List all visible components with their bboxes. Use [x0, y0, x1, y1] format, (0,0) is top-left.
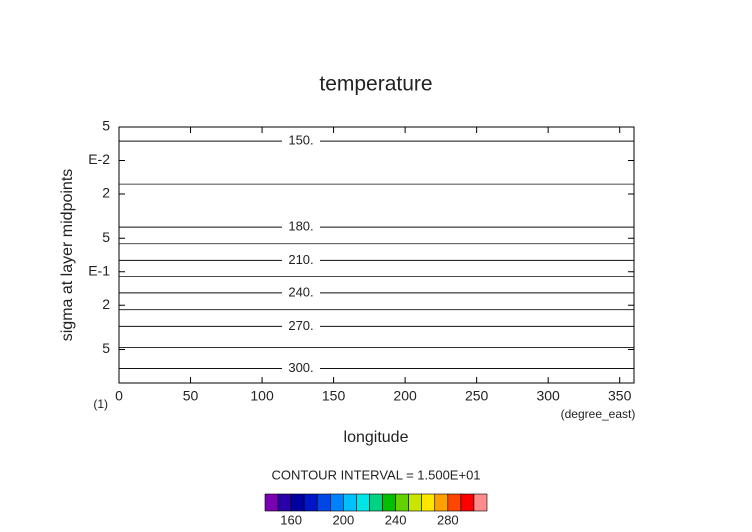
colorbar-box [264, 493, 279, 512]
contour-label: 300. [288, 360, 313, 375]
colorbar-box [408, 493, 423, 512]
colorbar-box [343, 493, 357, 512]
y-tick-label: 2 [102, 296, 110, 312]
contour-label: 150. [288, 133, 313, 148]
colorbar-box [329, 493, 344, 512]
x-tick-label: 300 [536, 388, 560, 404]
colorbar-box [473, 493, 488, 512]
x-axis-label: longitude [344, 429, 409, 446]
colorbar-box [369, 493, 383, 512]
colorbar-tick-label: 200 [333, 512, 355, 527]
contour-label: 270. [288, 318, 313, 333]
colorbar-box [460, 493, 475, 512]
y-tick-label: 2 [102, 185, 110, 201]
colorbar-box [434, 493, 449, 512]
colorbar-box [290, 493, 305, 512]
contour-interval: CONTOUR INTERVAL = 1.500E+01 [271, 467, 480, 482]
x-tick-label: 150 [322, 388, 346, 404]
colorbar-tick-label: 240 [385, 512, 407, 527]
x-tick-label: 0 [115, 388, 123, 404]
y-tick-label: 5 [102, 229, 110, 245]
colorbar-box [421, 493, 436, 512]
contour-label: 210. [288, 252, 313, 267]
x-tick-label: 350 [608, 388, 632, 404]
colorbar-box [447, 493, 462, 512]
x-tick-label: 50 [183, 388, 199, 404]
colorbar-box [316, 493, 331, 512]
y-tick-label: E-2 [88, 151, 110, 167]
y-tick-label: (1) [93, 397, 108, 411]
y-axis-label: sigma at layer midpoints [59, 169, 76, 342]
colorbar-tick-label: 280 [437, 512, 459, 527]
y-tick-label: E-1 [88, 262, 110, 278]
y-tick-label: 5 [102, 340, 110, 356]
colorbar-box [303, 493, 318, 512]
x-axis-units: (degree_east) [561, 407, 636, 421]
colorbar-box [277, 493, 292, 512]
chart-title: temperature [319, 73, 432, 96]
contour-label: 240. [288, 284, 313, 299]
y-tick-label: 5 [102, 118, 110, 134]
x-tick-label: 200 [393, 388, 417, 404]
colorbar-box [395, 493, 409, 512]
contour-label: 180. [288, 219, 313, 234]
colorbar-box [356, 493, 370, 512]
x-tick-label: 100 [250, 388, 274, 404]
colorbar-tick-label: 160 [280, 512, 302, 527]
plot-frame [118, 126, 635, 384]
x-tick-label: 250 [465, 388, 489, 404]
colorbar-box [382, 493, 396, 512]
